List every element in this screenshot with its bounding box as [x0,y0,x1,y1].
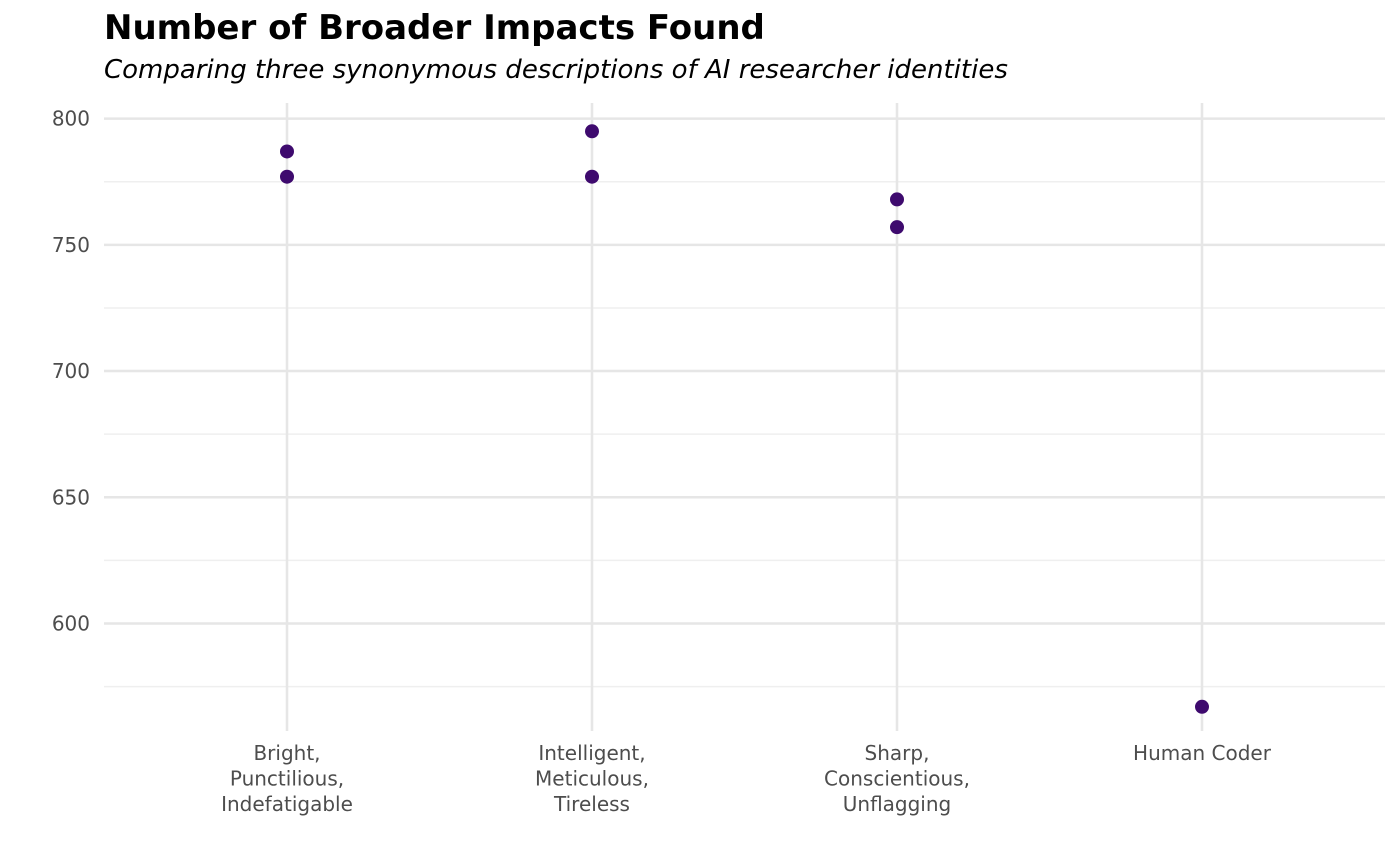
x-tick-label-line: Tireless [553,792,630,816]
x-tick-label-line: Intelligent, [538,741,645,765]
x-tick-label-line: Conscientious, [824,767,970,791]
data-points [280,124,1209,714]
x-tick-label: Intelligent, Meticulous, Tireless [535,741,649,816]
x-axis-ticks: Bright, Punctilious, Indefatigable Intellig… [221,741,1272,816]
x-tick-label: Bright, Punctilious, Indefatigable [221,741,353,816]
x-tick-label: Human Coder [1133,741,1272,765]
x-tick-label-line: Meticulous, [535,767,649,791]
y-axis-ticks: 600 650 700 750 800 [52,107,90,636]
x-tick-label-line: Punctilious, [230,767,344,791]
x-tick-label-line: Bright, [253,741,320,765]
data-point [890,220,904,235]
data-point [280,144,294,159]
grid-lines [104,103,1385,731]
data-point [890,192,904,207]
data-point [1195,699,1209,714]
chart-subtitle: Comparing three synonymous descriptions … [104,55,1008,85]
data-point [280,169,294,184]
y-tick-label: 600 [52,611,90,635]
x-tick-label-line: Indefatigable [221,792,353,816]
y-tick-label: 750 [52,233,90,257]
chart-title: Number of Broader Impacts Found [104,8,765,48]
x-tick-label-line: Unflagging [843,792,952,816]
y-tick-label: 800 [52,107,90,131]
data-point [585,169,599,184]
data-point [585,124,599,139]
y-tick-label: 700 [52,359,90,383]
x-tick-label-line: Sharp, [865,741,930,765]
x-tick-label: Sharp, Conscientious, Unflagging [824,741,970,816]
x-tick-label-line: Human Coder [1133,741,1272,765]
y-tick-label: 650 [52,485,90,509]
